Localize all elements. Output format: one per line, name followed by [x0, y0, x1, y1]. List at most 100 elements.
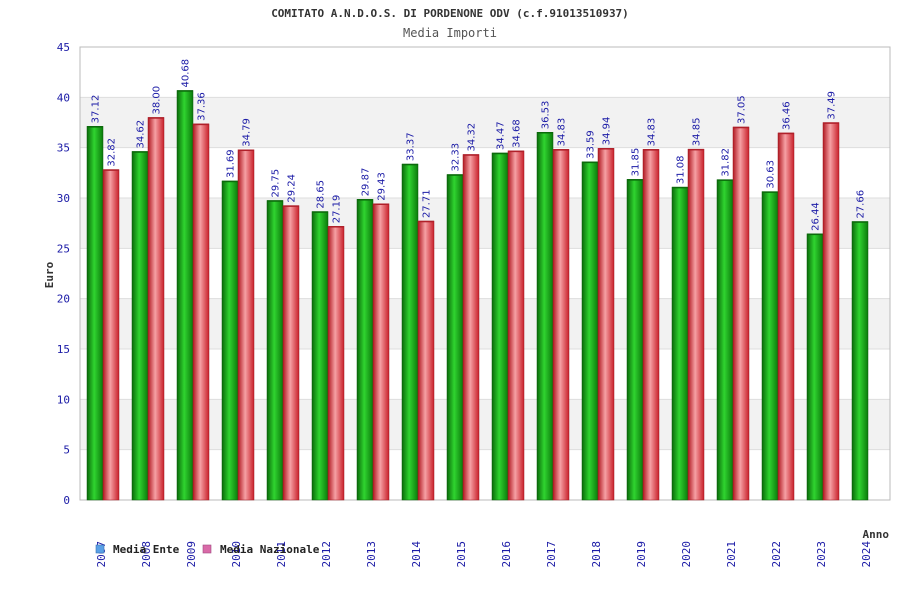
- bar-media-nazionale-2017: [552, 149, 570, 501]
- data-label: 34.83: [557, 118, 568, 147]
- x-tick-label: 2020: [680, 541, 693, 568]
- data-label: 27.66: [856, 190, 867, 219]
- data-label: 31.08: [676, 155, 687, 184]
- legend-swatch-media-nazionale: [202, 544, 212, 554]
- data-label: 29.43: [377, 172, 388, 201]
- x-axis-ticks: 2007 2008 2009 2010 2011 2012 2013 2014 2015 2016…: [95, 541, 873, 568]
- data-label: 29.75: [271, 169, 282, 198]
- chart-subtitle: Media Importi: [403, 26, 497, 40]
- grid-band: [80, 349, 890, 400]
- bar-media-ente-2020: [671, 186, 689, 501]
- plot-border: [79, 46, 891, 501]
- bar-media-nazionale-2007: [102, 169, 120, 501]
- y-axis-ticks: 0 5 10 15 20 25 30 35 40 45: [57, 41, 70, 507]
- bar-media-nazionale-2013: [372, 203, 390, 501]
- data-label: 34.83: [647, 118, 658, 147]
- data-label: 31.69: [226, 149, 237, 178]
- x-tick-label: 2008: [140, 541, 153, 568]
- data-label: 26.44: [811, 202, 822, 231]
- bar-media-ente-2024: [851, 221, 869, 501]
- data-label: 37.05: [737, 95, 748, 124]
- data-label: 34.68: [512, 119, 523, 148]
- x-tick-label: 2017: [545, 541, 558, 568]
- bar-media-ente-2015: [446, 174, 464, 501]
- data-label: 32.33: [451, 143, 462, 172]
- bar-media-nazionale-2021: [732, 126, 750, 501]
- bar-media-nazionale-2023: [822, 122, 840, 501]
- data-label: 37.12: [91, 95, 102, 124]
- grid-band: [80, 248, 890, 299]
- legend-label-media-nazionale: Media Nazionale: [220, 543, 320, 556]
- data-label: 37.36: [197, 92, 208, 121]
- bar-media-nazionale-2018: [597, 148, 615, 501]
- data-label: 36.53: [541, 101, 552, 130]
- data-label: 34.85: [692, 118, 703, 147]
- y-tick-label: 30: [57, 192, 70, 205]
- bar-media-ente-2013: [356, 199, 374, 501]
- x-tick-label: 2015: [455, 541, 468, 568]
- data-label: 29.87: [361, 168, 372, 197]
- y-axis-label: Euro: [43, 261, 56, 288]
- legend: Media Ente Media Nazionale: [95, 543, 320, 556]
- bar-media-ente-2007: [86, 126, 104, 501]
- bar-media-nazionale-2014: [417, 220, 435, 501]
- bar-media-nazionale-2016: [507, 150, 525, 501]
- bar-media-ente-2021: [716, 179, 734, 501]
- x-axis-label: Anno: [863, 528, 890, 541]
- x-tick-label: 2024: [860, 541, 873, 568]
- data-label: 34.47: [496, 121, 507, 150]
- bar-media-nazionale-2011: [282, 205, 300, 501]
- bar-media-ente-2022: [761, 191, 779, 501]
- data-label: 33.37: [406, 132, 417, 161]
- y-tick-label: 25: [57, 242, 70, 255]
- grid-band: [80, 97, 890, 148]
- y-tick-label: 0: [63, 494, 70, 507]
- data-label: 40.68: [181, 59, 192, 88]
- y-tick-label: 20: [57, 293, 70, 306]
- data-label: 37.49: [827, 91, 838, 120]
- data-label: 34.62: [136, 120, 147, 149]
- legend-swatch-media-ente: [95, 544, 105, 554]
- bar-media-ente-2011: [266, 200, 284, 501]
- bar-media-ente-2009: [176, 90, 194, 501]
- y-tick-label: 35: [57, 142, 70, 155]
- y-tick-label: 15: [57, 343, 70, 356]
- data-label: 29.24: [287, 174, 298, 203]
- grid-band: [80, 399, 890, 450]
- data-label: 31.82: [721, 148, 732, 177]
- y-tick-label: 40: [57, 91, 70, 104]
- x-tick-label: 2016: [500, 541, 513, 568]
- data-label: 28.65: [316, 180, 327, 209]
- y-tick-label: 5: [63, 444, 70, 457]
- bar-media-ente-2014: [401, 163, 419, 501]
- bar-media-nazionale-2009: [192, 123, 210, 501]
- bar-media-ente-2018: [581, 161, 599, 501]
- x-tick-label: 2018: [590, 541, 603, 568]
- x-tick-label: 2013: [365, 541, 378, 568]
- data-label: 33.59: [586, 130, 597, 159]
- data-label: 30.63: [766, 160, 777, 189]
- y-tick-label: 45: [57, 41, 70, 54]
- x-tick-label: 2011: [275, 541, 288, 568]
- x-tick-label: 2019: [635, 541, 648, 568]
- bar-media-ente-2016: [491, 152, 509, 501]
- x-tick-label: 2022: [770, 541, 783, 568]
- bar-media-nazionale-2012: [327, 226, 345, 501]
- grid-band: [80, 449, 890, 500]
- x-tick-label: 2014: [410, 541, 423, 568]
- x-tick-label: 2023: [815, 541, 828, 568]
- data-label: 34.94: [602, 117, 613, 146]
- data-label: 38.00: [152, 86, 163, 115]
- grid-band: [80, 198, 890, 249]
- x-tick-label: 2009: [185, 541, 198, 568]
- bar-media-nazionale-2020: [687, 148, 705, 501]
- data-label: 34.32: [467, 123, 478, 152]
- data-label: 36.46: [782, 101, 793, 130]
- bar-media-nazionale-2022: [777, 132, 795, 501]
- bar-media-nazionale-2019: [642, 149, 660, 501]
- bar-media-ente-2023: [806, 233, 824, 501]
- data-label: 27.71: [422, 189, 433, 218]
- grid-band: [80, 147, 890, 198]
- bar-media-ente-2012: [311, 211, 329, 501]
